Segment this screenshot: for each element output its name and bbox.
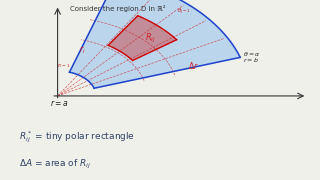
Text: $r_{i-1}$: $r_{i-1}$	[57, 61, 70, 70]
Text: $\theta_{j-1}$: $\theta_{j-1}$	[177, 7, 190, 17]
Text: $r_i$: $r_i$	[79, 44, 85, 56]
Text: $r=b$: $r=b$	[244, 56, 259, 64]
Text: $\Delta A$ = area of $R_{ij}$: $\Delta A$ = area of $R_{ij}$	[19, 158, 91, 171]
Text: $R^*_{ij}$ = tiny polar rectangle: $R^*_{ij}$ = tiny polar rectangle	[19, 130, 135, 145]
Polygon shape	[108, 16, 177, 60]
Text: $R_{ij}$: $R_{ij}$	[145, 32, 156, 45]
Text: Consider the region D in ℝ²: Consider the region D in ℝ²	[70, 5, 166, 12]
Text: $\theta=\alpha$: $\theta=\alpha$	[244, 50, 261, 58]
Text: $r=a$: $r=a$	[50, 98, 68, 109]
Polygon shape	[69, 0, 240, 88]
Text: $\Delta r$: $\Delta r$	[188, 60, 199, 71]
